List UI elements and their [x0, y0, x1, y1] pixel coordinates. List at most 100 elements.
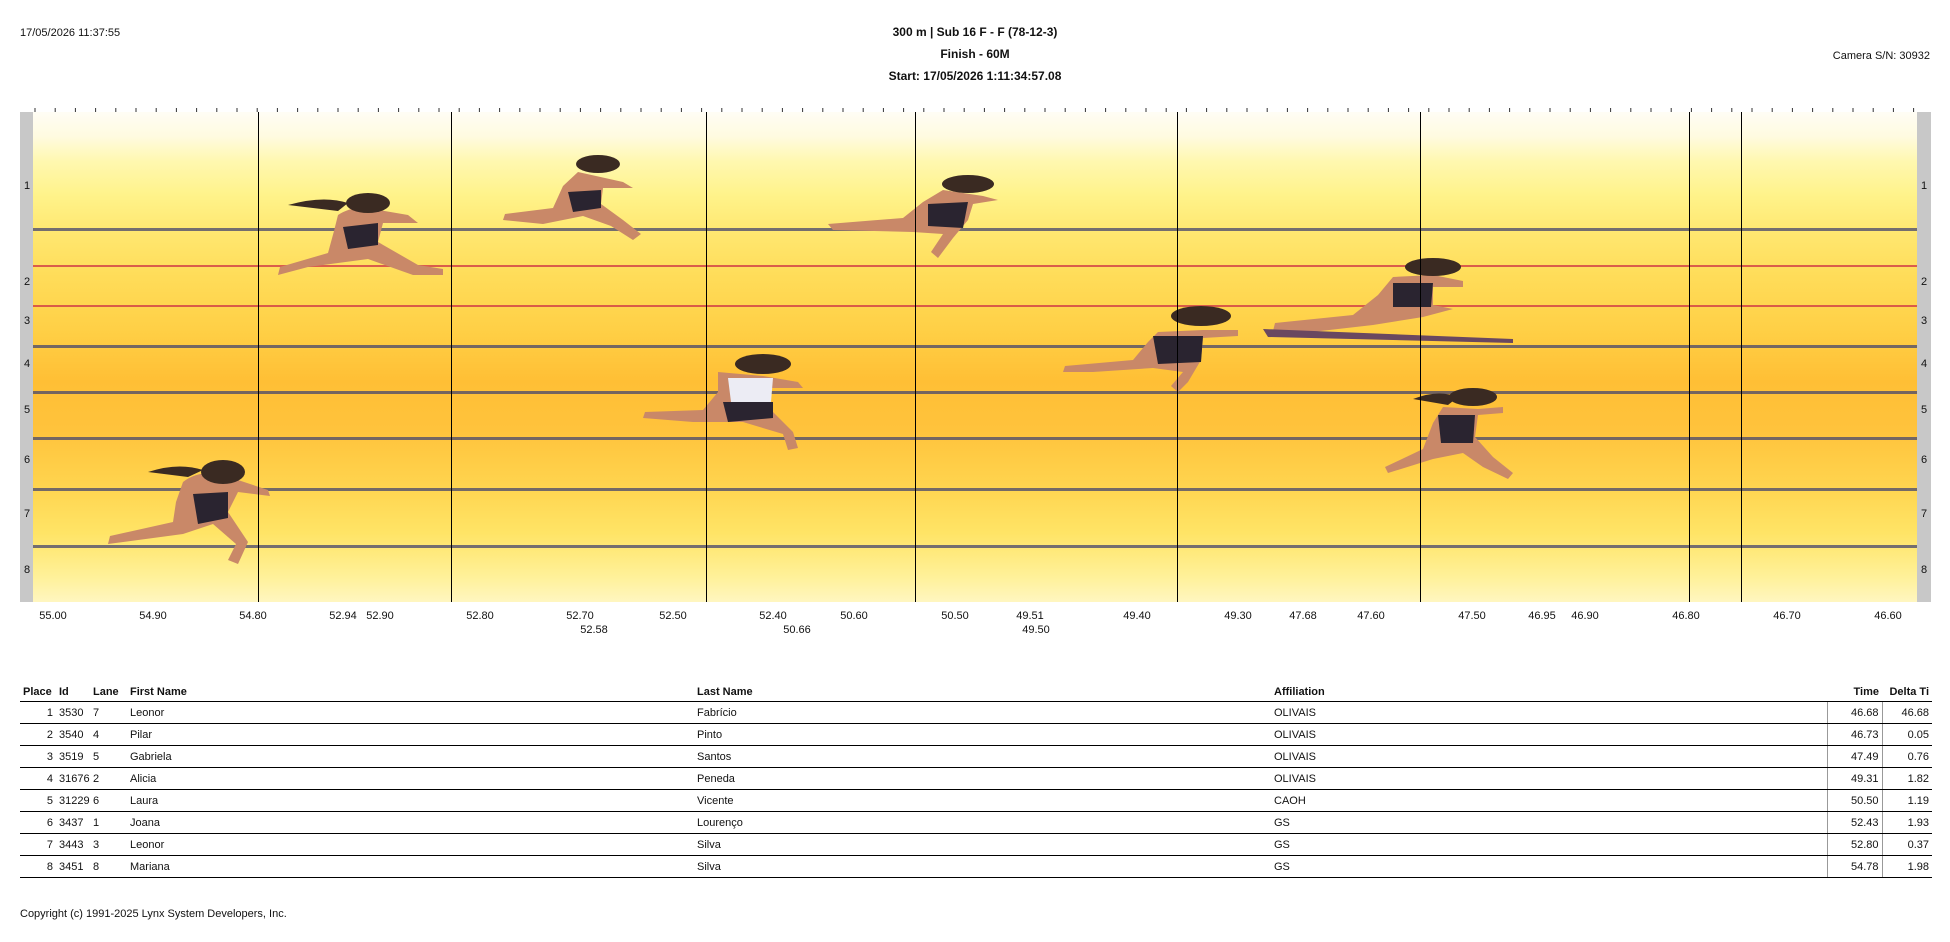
lane-label-left: 5 — [24, 404, 31, 416]
time-axis: 55.00 54.90 54.80 52.94 52.90 52.80 52.7… — [33, 602, 1917, 642]
cell-affiliation: GS — [1271, 811, 1827, 834]
print-timestamp: 17/05/2026 11:37:55 — [20, 27, 121, 39]
cell-last-name: Pinto — [694, 723, 1271, 746]
cell-affiliation: CAOH — [1271, 789, 1827, 812]
finish-cursor-line[interactable] — [1741, 112, 1742, 602]
cell-first-name: Laura — [127, 789, 694, 812]
lane-line — [33, 305, 1917, 307]
finish-cursor-line[interactable] — [706, 112, 707, 602]
finish-cursor-line[interactable] — [1689, 112, 1690, 602]
cell-delta: 46.68 — [1881, 701, 1932, 724]
axis-tick-label: 52.50 — [659, 610, 687, 622]
runner-lane-1b — [803, 172, 1033, 272]
finish-cursor-line[interactable] — [915, 112, 916, 602]
axis-tick-label: 46.60 — [1874, 610, 1902, 622]
axis-tick-label: 46.90 — [1571, 610, 1599, 622]
cell-time: 49.31 — [1826, 767, 1882, 790]
cell-delta: 0.37 — [1881, 833, 1932, 856]
runner-lane-8 — [88, 452, 298, 572]
table-row[interactable]: 7 3443 3 Leonor Silva GS 52.80 0.37 — [20, 833, 1932, 856]
table-row[interactable]: 6 3437 1 Joana Lourenço GS 52.43 1.93 — [20, 811, 1932, 834]
cell-first-name: Leonor — [127, 833, 694, 856]
lane-label-bar-left — [20, 112, 34, 602]
col-header-place: Place — [20, 684, 56, 702]
cell-lane: 5 — [90, 745, 127, 768]
cell-id: 3451 — [56, 855, 90, 878]
axis-tick-label: 52.40 — [759, 610, 787, 622]
cell-time: 47.49 — [1826, 745, 1882, 768]
lane-line — [33, 488, 1917, 491]
finish-cursor-line[interactable] — [451, 112, 452, 602]
cell-delta: 1.82 — [1881, 767, 1932, 790]
runner-lane-5 — [633, 352, 873, 462]
lane-line — [33, 345, 1917, 348]
finish-cursor-line[interactable] — [258, 112, 259, 602]
cell-id: 3437 — [56, 811, 90, 834]
axis-tick-label: 47.60 — [1357, 610, 1385, 622]
cell-delta: 1.93 — [1881, 811, 1932, 834]
col-header-delta: Delta Ti — [1882, 684, 1932, 702]
cell-place: 4 — [20, 767, 56, 790]
cell-place: 7 — [20, 833, 56, 856]
table-row[interactable]: 4 31676 2 Alicia Peneda OLIVAIS 49.31 1.… — [20, 767, 1932, 790]
cell-lane: 4 — [90, 723, 127, 746]
cell-id: 3540 — [56, 723, 90, 746]
table-row[interactable]: 3 3519 5 Gabriela Santos OLIVAIS 47.49 0… — [20, 745, 1932, 768]
lane-label-right: 6 — [1921, 454, 1928, 466]
cell-lane: 2 — [90, 767, 127, 790]
lane-label-right: 5 — [1921, 404, 1928, 416]
cell-lane: 6 — [90, 789, 127, 812]
cell-first-name: Leonor — [127, 701, 694, 724]
cell-affiliation: GS — [1271, 833, 1827, 856]
axis-tick-label: 46.95 — [1528, 610, 1556, 622]
cell-last-name: Santos — [694, 745, 1271, 768]
table-row[interactable]: 5 31229 6 Laura Vicente CAOH 50.50 1.19 — [20, 789, 1932, 812]
cell-time: 54.78 — [1826, 855, 1882, 878]
cell-affiliation: GS — [1271, 855, 1827, 878]
cell-affiliation: OLIVAIS — [1271, 745, 1827, 768]
cell-first-name: Mariana — [127, 855, 694, 878]
event-title: 300 m | Sub 16 F - F (78-12-3) — [892, 25, 1058, 39]
cell-place: 1 — [20, 701, 56, 724]
cell-last-name: Silva — [694, 833, 1271, 856]
lane-label-right: 7 — [1921, 508, 1928, 520]
cell-id: 31676 — [56, 767, 90, 790]
cell-id: 3530 — [56, 701, 90, 724]
cell-last-name: Lourenço — [694, 811, 1271, 834]
lane-line — [33, 391, 1917, 394]
cell-time: 50.50 — [1826, 789, 1882, 812]
table-row[interactable]: 1 3530 7 Leonor Fabrício OLIVAIS 46.68 4… — [20, 701, 1932, 724]
axis-tick-label: 49.30 — [1224, 610, 1252, 622]
finish-label: Finish - 60M — [940, 47, 1010, 61]
cell-lane: 7 — [90, 701, 127, 724]
col-header-id: Id — [56, 684, 90, 702]
lane-label-right: 2 — [1921, 276, 1928, 288]
runner-lane-4 — [1053, 302, 1273, 412]
cell-place: 3 — [20, 745, 56, 768]
axis-tick-label: 50.66 — [783, 624, 811, 636]
cell-id: 31229 — [56, 789, 90, 812]
table-row[interactable]: 2 3540 4 Pilar Pinto OLIVAIS 46.73 0.05 — [20, 723, 1932, 746]
cell-time: 52.43 — [1826, 811, 1882, 834]
lane-label-left: 1 — [24, 180, 31, 192]
cell-lane: 1 — [90, 811, 127, 834]
cell-lane: 3 — [90, 833, 127, 856]
lane-label-left: 8 — [24, 564, 31, 576]
table-row[interactable]: 8 3451 8 Mariana Silva GS 54.78 1.98 — [20, 855, 1932, 878]
photo-finish-image[interactable] — [33, 112, 1917, 602]
lane-label-left: 6 — [24, 454, 31, 466]
lane-line — [33, 545, 1917, 548]
lane-line — [33, 228, 1917, 231]
copyright-notice: Copyright (c) 1991-2025 Lynx System Deve… — [20, 908, 287, 920]
col-header-lane: Lane — [90, 684, 127, 702]
axis-tick-label: 54.80 — [239, 610, 267, 622]
results-table: Place Id Lane First Name Last Name Affil… — [20, 684, 1932, 878]
axis-tick-label: 52.94 — [329, 610, 357, 622]
axis-tick-label: 50.50 — [941, 610, 969, 622]
cell-id: 3519 — [56, 745, 90, 768]
finish-cursor-line[interactable] — [1420, 112, 1421, 602]
axis-tick-label: 50.60 — [840, 610, 868, 622]
cell-last-name: Vicente — [694, 789, 1271, 812]
cell-delta: 0.76 — [1881, 745, 1932, 768]
finish-cursor-line[interactable] — [1177, 112, 1178, 602]
